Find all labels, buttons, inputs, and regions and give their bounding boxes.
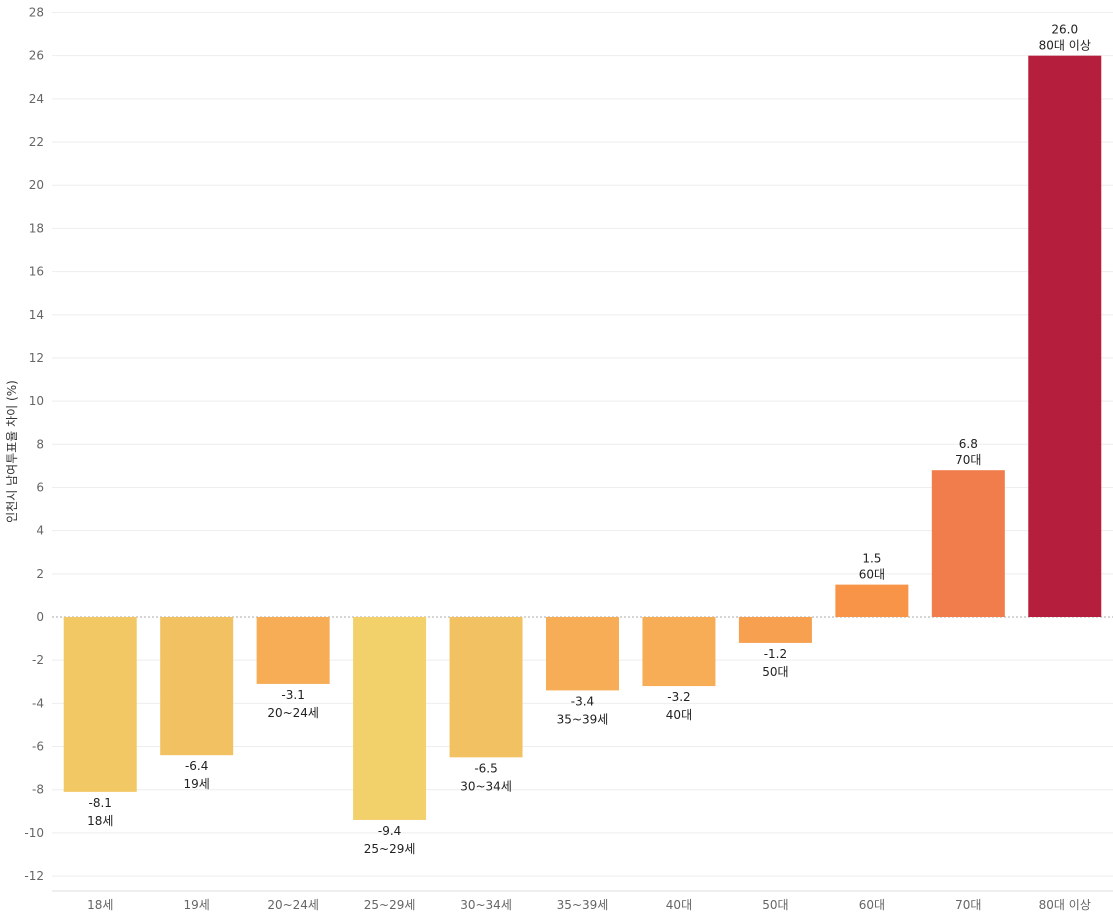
x-tick-label: 19세 — [184, 898, 210, 912]
bar — [642, 617, 716, 687]
x-tick-label: 25~29세 — [364, 898, 416, 912]
bar — [449, 617, 523, 758]
data-label-category: 25~29세 — [364, 842, 416, 856]
data-label-value: 26.0 — [1051, 23, 1078, 37]
y-tick-label: 18 — [29, 221, 44, 235]
bar — [835, 584, 909, 617]
data-label-category: 19세 — [184, 777, 210, 791]
y-tick-label: 4 — [36, 524, 44, 538]
data-label-value: 1.5 — [862, 552, 881, 566]
bar — [63, 617, 137, 792]
y-tick-label: -4 — [32, 696, 44, 710]
data-label-value: -3.1 — [281, 688, 304, 702]
data-label-category: 40대 — [666, 708, 692, 722]
data-labels: -8.1 18세 -6.4 19세 -3.1 20~24세 -9.4 25~29세 -6.5 30… — [87, 23, 1091, 856]
y-tick-label: -12 — [24, 869, 44, 883]
x-tick-label: 18세 — [87, 898, 113, 912]
x-tick-label: 60대 — [859, 898, 885, 912]
y-tick-label: -6 — [32, 740, 44, 754]
data-label-value: -9.4 — [378, 824, 401, 838]
x-axis: 18세 19세 20~24세 25~29세 30~34세 35~39세 40대 50대 60대 7… — [52, 890, 1113, 912]
bar — [546, 617, 619, 691]
y-tick-label: -2 — [32, 653, 44, 667]
y-tick-label: 28 — [29, 6, 44, 20]
bar — [256, 617, 330, 684]
y-tick-label: 20 — [29, 178, 44, 192]
x-tick-label: 20~24세 — [267, 898, 319, 912]
y-tick-label: 14 — [29, 308, 44, 322]
data-label-value: -3.4 — [571, 694, 594, 708]
data-label-value: -6.5 — [474, 761, 497, 775]
y-tick-label: 0 — [36, 610, 44, 624]
y-tick-label: 10 — [29, 394, 44, 408]
y-axis-title: 인천시 남여투표율 차이 (%) — [4, 380, 19, 523]
bar — [353, 617, 427, 820]
bar — [160, 617, 234, 756]
y-tick-label: 24 — [29, 92, 44, 106]
bars — [63, 55, 1102, 820]
x-tick-label: 35~39세 — [557, 898, 609, 912]
y-tick-label: 8 — [36, 437, 44, 451]
y-tick-label: 26 — [29, 49, 44, 63]
data-label-category: 20~24세 — [267, 706, 319, 720]
data-label-value: -3.2 — [667, 690, 690, 704]
data-label-category: 60대 — [859, 568, 885, 582]
x-tick-label: 40대 — [666, 898, 692, 912]
data-label-category: 70대 — [955, 453, 981, 467]
data-label-category: 18세 — [87, 814, 113, 828]
y-tick-label: 22 — [29, 135, 44, 149]
x-tick-label: 80대 이상 — [1039, 898, 1091, 912]
y-tick-label: 16 — [29, 265, 44, 279]
x-tick-label: 70대 — [955, 898, 981, 912]
y-tick-label: 12 — [29, 351, 44, 365]
x-tick-label: 50대 — [762, 898, 788, 912]
data-label-value: -8.1 — [89, 796, 112, 810]
x-tick-label: 30~34세 — [460, 898, 512, 912]
y-tick-label: -8 — [32, 783, 44, 797]
data-label-value: 6.8 — [959, 437, 978, 451]
data-label-category: 35~39세 — [557, 712, 609, 726]
y-tick-label: 6 — [36, 480, 44, 494]
data-label-category: 80대 이상 — [1039, 39, 1091, 53]
y-tick-label: 2 — [36, 567, 44, 581]
bar — [738, 617, 812, 643]
y-tick-label: -10 — [24, 826, 44, 840]
bar — [931, 470, 1005, 617]
bar — [1028, 55, 1102, 617]
data-label-category: 50대 — [762, 665, 788, 679]
data-label-value: -6.4 — [185, 759, 208, 773]
data-label-category: 30~34세 — [460, 779, 512, 793]
data-label-value: -1.2 — [764, 647, 787, 661]
